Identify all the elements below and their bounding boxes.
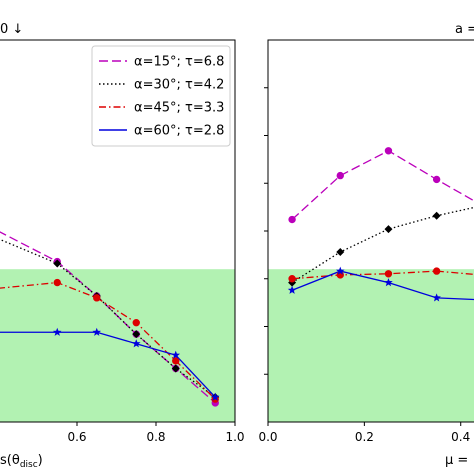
right-series-0-line (291, 150, 474, 221)
legend-label-2: α=45°; τ=3.3 (134, 101, 224, 116)
left-shaded-band (0, 269, 235, 422)
right-series-1-point-3 (432, 211, 441, 220)
left-series-3-point-4 (171, 350, 181, 359)
right-series-3-point-2 (384, 278, 393, 287)
right-series-0-point-2 (384, 147, 393, 155)
left-x-tick-label-2: 1.0 (225, 430, 244, 444)
right-series-0-point-1 (336, 171, 344, 180)
left-series-2-point-3 (132, 318, 140, 327)
right-series-0-point-0 (288, 215, 296, 224)
left-series-1-point-3 (132, 330, 141, 339)
right-series-markers (287, 147, 441, 302)
right-x-tick-label-0: 0.0 (258, 430, 277, 444)
right-x-tick-label-2: 0.4 (451, 430, 470, 444)
left-series-0-line (0, 231, 216, 404)
legend-label-0: α=15°; τ=6.8 (134, 55, 224, 70)
left-series-2-point-4 (172, 357, 180, 365)
left-x-label: s(θdisc) (0, 453, 43, 470)
left-series-3-point-3 (131, 339, 141, 348)
left-series-2-point-1 (53, 278, 61, 287)
left-series-markers (52, 257, 220, 407)
right-x-label: μ = (445, 453, 468, 468)
left-x-label-close: ) (38, 453, 43, 468)
left-title: 0 ↓ (0, 22, 23, 37)
right-series-1-point-1 (336, 248, 345, 257)
left-series-lines (0, 231, 216, 404)
left-series-3-point-5 (210, 392, 220, 401)
right-x-tick-labels: 0.0 0.2 0.4 (258, 430, 470, 444)
left-x-ticks (76, 422, 236, 426)
right-ticks (264, 87, 462, 426)
left-band-rect (0, 269, 235, 422)
legend-box (91, 45, 231, 147)
left-x-tick-label-0: 0.6 (67, 430, 86, 444)
right-title: a = (455, 22, 474, 37)
right-series-2-point-0 (288, 275, 296, 283)
left-series-1-point-1 (53, 259, 62, 268)
legend: α=15°; τ=6.8 α=30°; τ=4.2 α=45°; τ=3.3 α=60… (91, 45, 231, 147)
left-series-1-point-4 (171, 364, 180, 373)
right-series-2-point-3 (432, 267, 441, 275)
left-series-3-point-2 (92, 327, 102, 336)
right-series-3-point-1 (335, 266, 345, 275)
left-series-3-point-1 (52, 327, 62, 336)
left-x-label-main: s(θ (0, 453, 20, 468)
right-series-2-point-2 (384, 270, 393, 278)
right-series-0-point-3 (432, 175, 441, 184)
right-panel: 0.0 0.2 0.4 a = μ = (258, 22, 474, 468)
left-x-label-sub: disc (20, 460, 38, 470)
left-axes-frame (0, 39, 236, 423)
right-shaded-band (268, 269, 474, 422)
right-band-rect (268, 269, 474, 422)
left-series-2-line (0, 281, 216, 400)
left-x-tick-labels: 0.6 0.8 1.0 (67, 430, 244, 444)
left-x-tick-label-1: 0.8 (146, 430, 165, 444)
left-series-3-line (0, 331, 216, 398)
legend-label-3: α=60°; τ=2.8 (134, 124, 224, 139)
left-panel: 0.6 0.8 1.0 0 ↓ s(θdisc) α=15°; τ=6.8 α=30°… (0, 22, 245, 470)
left-series-2-point-2 (93, 294, 101, 302)
right-series-3-point-3 (432, 293, 441, 302)
right-series-1-point-2 (384, 225, 393, 234)
legend-label-1: α=30°; τ=4.2 (134, 78, 224, 93)
right-x-tick-label-1: 0.2 (355, 430, 374, 444)
right-series-2-line (292, 270, 474, 280)
right-series-3-point-0 (287, 285, 297, 294)
